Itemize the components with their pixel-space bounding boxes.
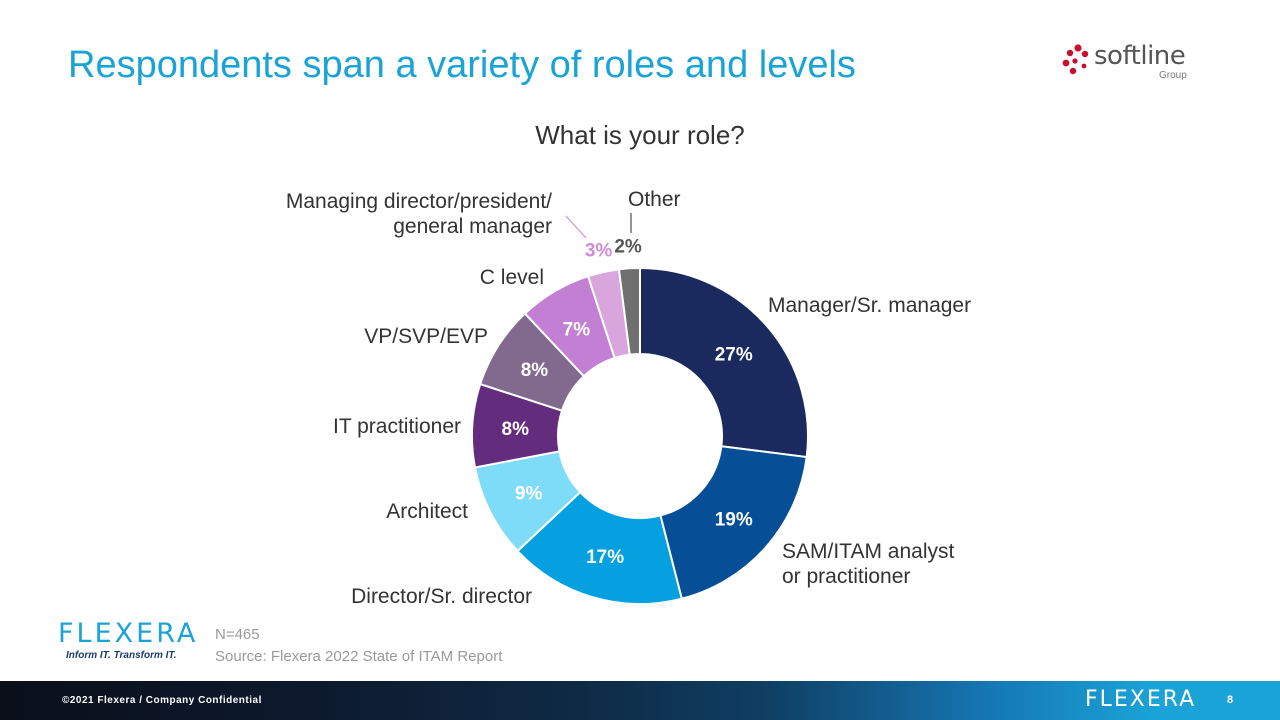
slice-value-label: 2% — [614, 236, 642, 257]
slice-value-label: 9% — [515, 484, 543, 505]
donut-slice — [639, 266, 809, 459]
donut-slice — [617, 266, 641, 356]
slice-value-label: 8% — [521, 360, 549, 381]
slice-value-label: 3% — [585, 241, 613, 262]
slice-category-label: Director/Sr. director — [351, 585, 532, 608]
slide-title: Respondents span a variety of roles and … — [68, 44, 856, 86]
softline-dots-icon — [1062, 44, 1089, 75]
brand-sub: Group — [1159, 70, 1187, 81]
copyright: ©2021 Flexera / Company Confidential — [62, 695, 262, 706]
slice-category-label: Other — [628, 188, 681, 211]
page-number: 8 — [1227, 694, 1234, 706]
slice-value-label: 19% — [715, 510, 753, 531]
bar-flexera-logo: FLEXERA — [1085, 687, 1197, 712]
donut-slice — [659, 445, 808, 600]
brand-name: softline — [1094, 41, 1186, 71]
slice-category-label: Managing director/president/general mana… — [286, 190, 552, 238]
slice-category-label: VP/SVP/EVP — [364, 325, 488, 348]
slice-value-label: 17% — [586, 547, 624, 568]
flexera-logo-word: FLEXERA — [58, 618, 199, 649]
slice-category-label: Manager/Sr. manager — [768, 294, 971, 317]
slice-category-label: Architect — [386, 500, 468, 523]
flexera-tagline: Inform IT. Transform IT. — [66, 650, 177, 661]
softline-logo — [1060, 40, 1210, 84]
slice-category-label: SAM/ITAM analyst or practitioner — [782, 540, 954, 588]
chart-container: What is your role? 27% Manager/Sr. manage… — [0, 100, 1280, 620]
slice-category-label: IT practitioner — [333, 415, 461, 438]
sample-size: N=465 — [215, 626, 260, 643]
donut-slice — [516, 490, 683, 605]
chart-title: What is your role? — [535, 120, 745, 150]
footnote: N=465 Source: Flexera 2022 State of ITAM… — [215, 624, 502, 668]
slice-value-label: 7% — [563, 319, 591, 340]
donut-chart: What is your role? 27% Manager/Sr. manage… — [286, 120, 971, 608]
slice-value-label: 8% — [502, 419, 530, 440]
leader-line — [565, 215, 587, 239]
bottom-bar: ©2021 Flexera / Company Confidential FLE… — [0, 681, 1280, 720]
flexera-logo: FLEXERA Inform IT. Transform IT. — [58, 618, 199, 662]
slice-category-label: C level — [480, 266, 544, 289]
source-note: Source: Flexera 2022 State of ITAM Repor… — [215, 648, 503, 665]
slice-value-label: 27% — [715, 344, 753, 365]
